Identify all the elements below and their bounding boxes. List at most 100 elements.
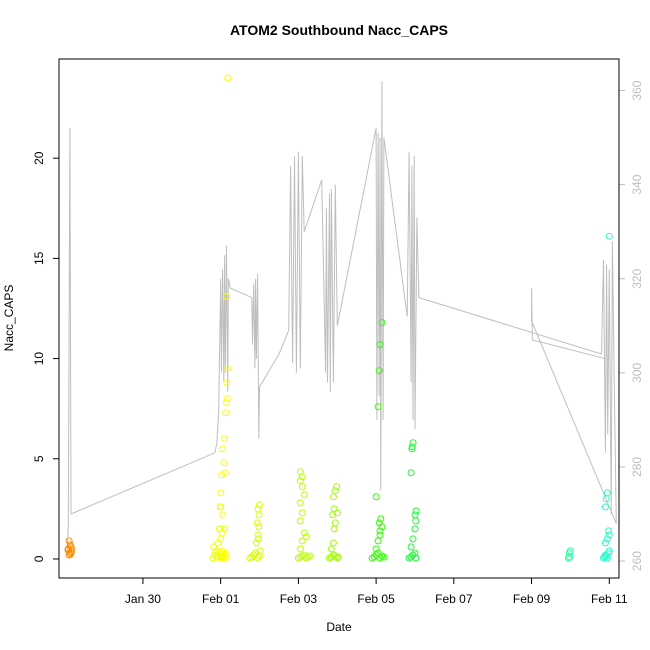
x-tick-label: Feb 05	[357, 592, 395, 606]
data-point	[223, 293, 230, 300]
data-point	[601, 539, 609, 547]
data-point	[372, 545, 380, 553]
data-point	[374, 403, 382, 411]
data-point	[565, 554, 572, 562]
x-tick-label: Feb 09	[513, 592, 551, 606]
x-axis-label: Date	[326, 620, 352, 634]
plot-frame	[58, 58, 620, 579]
data-point	[376, 531, 384, 539]
y2-tick-label: 320	[630, 268, 644, 288]
data-point	[412, 554, 420, 562]
data-point	[296, 477, 304, 485]
data-point	[411, 525, 419, 533]
data-point	[376, 527, 384, 535]
data-point	[219, 511, 227, 519]
y2-tick-label: 300	[630, 363, 644, 383]
data-point	[216, 525, 223, 533]
data-point	[407, 553, 415, 561]
y2-tick-label: 260	[630, 551, 644, 571]
data-point	[65, 537, 73, 545]
series-7	[405, 439, 420, 562]
data-point	[329, 493, 337, 501]
data-point	[306, 552, 314, 560]
secondary-line-layer	[66, 81, 617, 552]
x-tick-label: Feb 07	[435, 592, 473, 606]
data-point	[252, 539, 260, 547]
data-point	[300, 529, 308, 537]
data-point	[408, 443, 416, 451]
data-point	[331, 487, 339, 495]
data-point	[223, 395, 231, 403]
data-point	[334, 553, 342, 561]
series-2	[209, 503, 225, 562]
data-point	[407, 469, 415, 477]
y-tick-label: 15	[32, 251, 46, 265]
y-tick-label: 5	[32, 455, 46, 462]
chart-title: ATOM2 Southbound Nacc_CAPS	[230, 22, 448, 38]
data-point	[224, 74, 232, 82]
data-point	[221, 435, 229, 443]
data-point	[372, 493, 380, 501]
data-point	[412, 507, 420, 515]
y2-tick-label: 340	[630, 174, 644, 194]
data-point	[219, 445, 227, 453]
scatter-points-layer	[64, 74, 613, 562]
data-point	[566, 553, 574, 561]
data-point	[380, 553, 388, 561]
data-point	[214, 539, 222, 547]
secondary-series-line	[66, 81, 617, 552]
data-point	[375, 519, 383, 527]
data-point	[376, 341, 384, 349]
data-point	[409, 439, 417, 447]
series-6	[368, 319, 388, 562]
y2-tick-label: 280	[630, 457, 644, 477]
data-point	[212, 547, 220, 555]
data-point	[605, 527, 612, 535]
data-point	[331, 519, 339, 527]
data-point	[302, 533, 310, 541]
data-point	[329, 539, 337, 547]
data-point	[296, 468, 304, 476]
data-point	[603, 554, 611, 562]
data-point	[64, 546, 72, 554]
data-point	[221, 469, 229, 477]
data-point	[253, 519, 261, 527]
data-point	[601, 503, 609, 511]
x-tick-label: Jan 30	[125, 592, 161, 606]
data-point	[375, 367, 383, 375]
data-point	[333, 483, 340, 491]
data-point	[223, 399, 230, 407]
data-point	[254, 554, 262, 562]
data-point	[411, 511, 419, 519]
series-8	[565, 547, 574, 562]
data-point	[300, 491, 308, 499]
data-point	[603, 489, 611, 497]
data-point	[296, 545, 304, 553]
data-point	[217, 552, 225, 560]
data-point	[67, 548, 75, 556]
data-point	[256, 552, 263, 560]
data-point	[333, 554, 341, 562]
series-3	[246, 501, 264, 562]
y-axis-label: Nacc_CAPS	[2, 285, 16, 352]
data-point	[256, 547, 264, 555]
series-0	[64, 537, 76, 559]
data-point	[210, 543, 218, 551]
data-point	[254, 531, 262, 539]
data-point	[254, 505, 262, 513]
data-point	[327, 545, 335, 553]
y-tick-label: 0	[32, 555, 46, 562]
data-point	[256, 501, 263, 509]
data-point	[218, 471, 226, 479]
data-point	[333, 509, 341, 517]
data-point	[221, 525, 229, 533]
data-point	[216, 503, 224, 511]
data-point	[296, 499, 304, 507]
data-point	[409, 535, 417, 543]
y2-tick-label: 360	[630, 80, 644, 100]
data-point	[298, 509, 306, 517]
data-point	[378, 319, 386, 326]
data-point	[411, 549, 419, 557]
data-point	[376, 554, 384, 562]
